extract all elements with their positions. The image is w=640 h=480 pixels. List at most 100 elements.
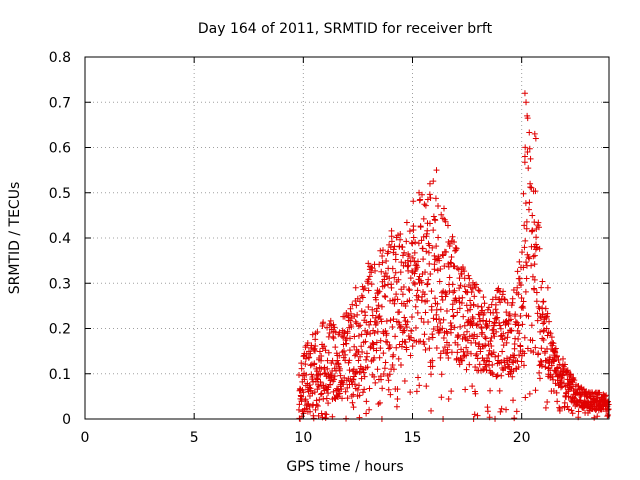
data-point bbox=[507, 316, 514, 323]
data-point bbox=[410, 198, 417, 205]
data-point bbox=[552, 380, 559, 387]
data-point bbox=[473, 322, 480, 329]
y-tick-label: 0.5 bbox=[49, 186, 71, 202]
data-point bbox=[440, 334, 447, 341]
data-point bbox=[522, 237, 529, 244]
data-point bbox=[391, 300, 398, 307]
data-point bbox=[392, 256, 399, 263]
data-point bbox=[500, 288, 507, 295]
data-point bbox=[352, 284, 359, 291]
data-point bbox=[359, 294, 366, 301]
data-point bbox=[361, 386, 368, 393]
data-point bbox=[473, 281, 480, 288]
data-point bbox=[383, 318, 390, 325]
data-point bbox=[394, 396, 401, 403]
data-point bbox=[397, 362, 404, 369]
data-point bbox=[468, 289, 475, 296]
data-point bbox=[376, 313, 383, 320]
data-point bbox=[528, 262, 535, 269]
data-point bbox=[525, 313, 532, 320]
data-point bbox=[346, 347, 353, 354]
data-point bbox=[421, 201, 428, 208]
data-point bbox=[449, 306, 456, 313]
data-point bbox=[587, 394, 594, 401]
data-point bbox=[390, 316, 397, 323]
data-point bbox=[554, 398, 561, 405]
data-point bbox=[406, 297, 413, 304]
data-point bbox=[403, 219, 410, 226]
data-point bbox=[476, 361, 483, 368]
data-point bbox=[380, 371, 387, 378]
data-point bbox=[480, 294, 487, 301]
data-point bbox=[517, 313, 524, 320]
data-point bbox=[411, 281, 418, 288]
data-point bbox=[510, 397, 517, 404]
data-point bbox=[302, 361, 309, 368]
data-point bbox=[482, 361, 489, 368]
data-point bbox=[308, 342, 315, 349]
data-point bbox=[448, 349, 455, 356]
data-point bbox=[414, 309, 421, 316]
data-point bbox=[538, 363, 545, 370]
data-point bbox=[448, 253, 455, 260]
data-point bbox=[312, 406, 319, 413]
data-point bbox=[529, 212, 536, 219]
data-point bbox=[473, 351, 480, 358]
data-point bbox=[395, 355, 402, 362]
y-axis-label: SRMTID / TECUs bbox=[7, 182, 23, 295]
data-point bbox=[409, 240, 416, 247]
data-point bbox=[404, 263, 411, 270]
data-point bbox=[296, 401, 303, 408]
data-point bbox=[497, 408, 504, 415]
data-point bbox=[365, 260, 372, 267]
data-point bbox=[456, 361, 463, 368]
data-point bbox=[546, 318, 553, 325]
data-point bbox=[451, 239, 458, 246]
data-point bbox=[501, 296, 508, 303]
data-point bbox=[320, 319, 327, 326]
data-point bbox=[443, 308, 450, 315]
data-point bbox=[436, 257, 443, 264]
data-point bbox=[359, 349, 366, 356]
data-point bbox=[502, 365, 509, 372]
data-point bbox=[409, 343, 416, 350]
data-point bbox=[427, 271, 434, 278]
data-point bbox=[300, 389, 307, 396]
data-point bbox=[392, 251, 399, 258]
data-point bbox=[336, 365, 343, 372]
data-point bbox=[311, 348, 318, 355]
data-point bbox=[382, 359, 389, 366]
data-point bbox=[364, 364, 371, 371]
data-point bbox=[393, 344, 400, 351]
data-point bbox=[509, 373, 516, 380]
data-point bbox=[385, 377, 392, 384]
data-point bbox=[397, 323, 404, 330]
data-point bbox=[534, 244, 541, 251]
data-point bbox=[414, 287, 421, 294]
data-point bbox=[410, 234, 417, 241]
data-point bbox=[571, 377, 578, 384]
data-point bbox=[314, 403, 321, 410]
data-point bbox=[420, 233, 427, 240]
data-point bbox=[397, 269, 404, 276]
data-point bbox=[389, 323, 396, 330]
data-point bbox=[548, 362, 555, 369]
data-point bbox=[312, 343, 319, 350]
data-point bbox=[430, 325, 437, 332]
data-point bbox=[386, 371, 393, 378]
data-point bbox=[526, 390, 533, 397]
data-point bbox=[350, 391, 357, 398]
data-point bbox=[347, 310, 354, 317]
data-point bbox=[501, 296, 508, 303]
data-point bbox=[382, 338, 389, 345]
data-point bbox=[564, 403, 571, 410]
data-point bbox=[347, 305, 354, 312]
data-point bbox=[521, 222, 528, 229]
data-point bbox=[378, 376, 385, 383]
data-point bbox=[387, 391, 394, 398]
data-point bbox=[401, 377, 408, 384]
data-point bbox=[527, 184, 534, 191]
x-tick-labels: 0 5 10 15 20 bbox=[81, 430, 531, 446]
data-point bbox=[552, 349, 559, 356]
data-point bbox=[406, 336, 413, 343]
